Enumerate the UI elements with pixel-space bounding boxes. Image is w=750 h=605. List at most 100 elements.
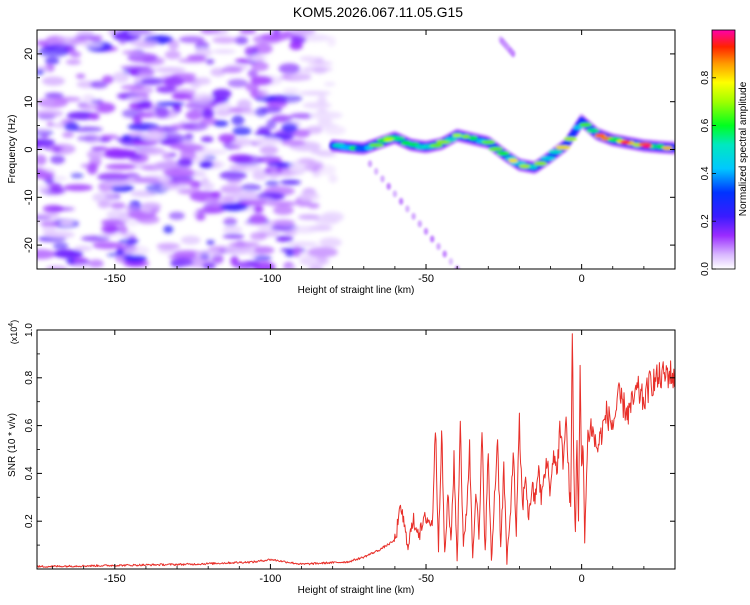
heatmap-ridge-peak	[488, 146, 503, 152]
heatmap-noise-blob	[288, 164, 304, 173]
heatmap-noise-blob	[37, 171, 55, 180]
spectrogram-y-tick-label: -10	[23, 189, 35, 205]
heatmap-noise-blob	[122, 134, 132, 141]
heatmap-noise-blob	[180, 235, 201, 245]
heatmap-noise-blob	[210, 191, 222, 199]
heatmap-noise-blob	[323, 82, 336, 87]
heatmap-noise-blob	[289, 41, 303, 50]
heatmap-noise	[37, 30, 346, 269]
heatmap-noise-blob	[105, 163, 137, 170]
heatmap-noise-blob	[211, 254, 224, 264]
heatmap-ridge-peak	[528, 164, 538, 169]
spectrogram-x-tick-label: -100	[259, 273, 281, 285]
heatmap-noise-blob	[234, 36, 249, 45]
snr-scale-prefix: (x10	[9, 327, 19, 345]
heatmap-noise-blob	[102, 75, 114, 84]
spectrogram-y-label: Frequency (Hz)	[7, 115, 18, 184]
heatmap-noise-blob	[202, 262, 216, 269]
heatmap-noise-blob	[37, 183, 49, 193]
snr-y-tick-label: 0.2	[24, 514, 35, 528]
heatmap-noise-blob	[236, 164, 263, 172]
heatmap-noise-blob	[299, 90, 331, 96]
heatmap-line-blob	[380, 175, 385, 183]
snr-y-tick-label: 1.0	[24, 323, 35, 337]
heatmap-noise-blob	[258, 155, 282, 164]
heatmap-noise-blob	[77, 135, 99, 142]
heatmap-noise-blob	[127, 96, 148, 102]
heatmap-noise-blob	[307, 202, 320, 209]
heatmap-noise-blob	[221, 66, 243, 74]
heatmap-line-blob	[367, 160, 373, 168]
heatmap-noise-blob	[272, 219, 295, 226]
heatmap-noise-blob	[65, 59, 81, 65]
heatmap-noise-blob	[177, 188, 201, 195]
heatmap-noise-blob	[252, 170, 268, 181]
heatmap-noise-blob	[223, 217, 238, 227]
snr-x-ticks: -150 -100 -50 0	[52, 330, 676, 585]
heatmap-noise-blob	[179, 149, 197, 161]
snr-panel: -150 -100 -50 0 0.2 0.4 0.6 0.8 1.0 Height of s…	[7, 320, 676, 596]
heatmap-noise-blob	[280, 139, 306, 146]
heatmap-noise-blob	[328, 174, 338, 184]
heatmap-noise-blob	[169, 142, 186, 150]
heatmap-noise-blob	[68, 39, 90, 44]
heatmap-noise-blob	[231, 115, 245, 126]
heatmap-noise-blob	[265, 180, 280, 187]
heatmap-noise-blob	[52, 146, 62, 153]
heatmap-noise-blob	[129, 38, 159, 47]
heatmap-noise-blob	[137, 70, 154, 78]
heatmap-line-blob	[374, 167, 379, 175]
snr-x-tick-label: -100	[259, 573, 281, 585]
snr-scale-suffix: )	[9, 320, 19, 323]
heatmap-noise-blob	[88, 112, 100, 121]
spectrogram-x-label: Height of straight line (km)	[298, 285, 415, 296]
heatmap-line-blob	[392, 190, 398, 198]
heatmap-noise-blob	[287, 241, 319, 247]
heatmap-noise-blob	[122, 50, 143, 55]
heatmap-noise-blob	[195, 149, 228, 155]
heatmap-ridge-peak	[429, 143, 443, 148]
heatmap-noise-blob	[299, 56, 318, 62]
heatmap-noise-blob	[227, 78, 248, 88]
heatmap-noise-blob	[271, 114, 293, 123]
heatmap-noise-blob	[212, 49, 236, 54]
heatmap-line-blob	[430, 235, 435, 243]
heatmap-noise-blob	[168, 211, 185, 220]
heatmap-noise-blob	[273, 205, 294, 215]
heatmap-noise-blob	[194, 250, 219, 257]
heatmap-noise-blob	[317, 255, 328, 265]
colorbar-label: Normalized spectral amplitude	[738, 81, 749, 216]
heatmap-noise-blob	[260, 33, 290, 41]
heatmap-noise-blob	[213, 120, 229, 127]
heatmap-noise-blob	[267, 171, 281, 179]
heatmap-noise-blob	[103, 180, 129, 187]
heatmap-noise-blob	[172, 179, 202, 186]
heatmap-noise-blob	[258, 89, 269, 100]
heatmap-noise-blob	[120, 65, 152, 71]
spectrogram-x-tick-label: -150	[104, 273, 126, 285]
heatmap-noise-blob	[106, 210, 126, 220]
heatmap-noise-blob	[38, 46, 70, 58]
heatmap-noise-blob	[51, 182, 63, 194]
heatmap-ridge-peak	[555, 145, 571, 150]
heatmap-noise-blob	[220, 203, 249, 212]
heatmap-noise-blob	[53, 242, 69, 250]
heatmap-ridge-peak	[540, 156, 556, 161]
heatmap-ridge-peak	[468, 136, 478, 141]
colorbar-ticks: 0.0 0.2 0.4 0.6 0.8	[700, 70, 716, 276]
heatmap-line-blob	[405, 205, 410, 213]
heatmap-noise-blob	[215, 109, 232, 117]
heatmap-noise-blob	[298, 191, 320, 202]
heatmap-noise-blob	[282, 88, 300, 94]
heatmap-noise-blob	[172, 88, 197, 96]
heatmap-noise-blob	[232, 126, 252, 136]
heatmap-noise-blob	[140, 77, 164, 86]
heatmap-noise-blob	[163, 225, 174, 234]
heatmap-noise-blob	[250, 75, 273, 86]
snr-x-tick-label: 0	[579, 573, 585, 585]
heatmap-line-blob	[442, 250, 447, 258]
colorbar-tick-label: 0.6	[700, 118, 711, 132]
snr-series-line	[37, 333, 675, 568]
